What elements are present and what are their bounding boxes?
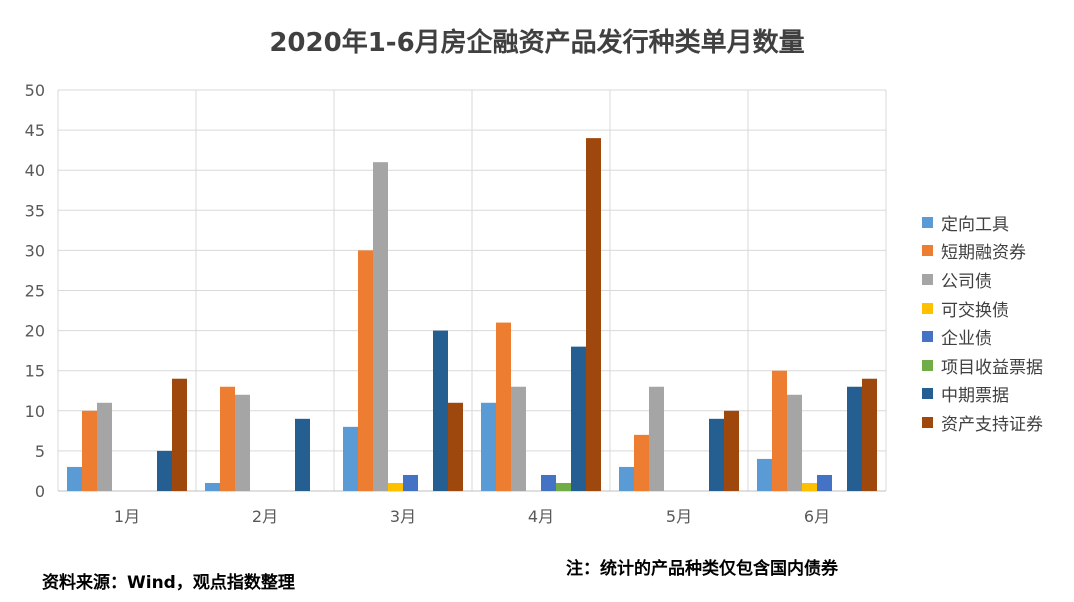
bar xyxy=(724,410,739,491)
legend-label: 中期票据 xyxy=(941,386,1009,407)
x-tick-label: 1月 xyxy=(114,507,140,526)
legend: 定向工具短期融资券公司债可交换债企业债项目收益票据 中期票据资产支持证券 xyxy=(922,208,1043,437)
bar xyxy=(571,346,586,491)
y-tick-label: 5 xyxy=(35,442,45,461)
legend-swatch xyxy=(922,245,933,257)
legend-item: 短期融资券 xyxy=(922,237,1043,266)
legend-label: 定向工具 xyxy=(941,214,1009,235)
x-tick-label: 5月 xyxy=(666,507,692,526)
y-tick-label: 30 xyxy=(25,241,45,260)
bar xyxy=(757,458,772,491)
bar xyxy=(787,394,802,491)
bar xyxy=(172,378,187,491)
y-tick-label: 45 xyxy=(25,121,45,140)
legend-item: 定向工具 xyxy=(922,208,1043,237)
bar xyxy=(541,474,556,491)
legend-item: 资产支持证券 xyxy=(922,408,1043,437)
bar xyxy=(772,370,787,491)
legend-label: 企业债 xyxy=(941,329,992,350)
legend-item: 中期票据 xyxy=(922,380,1043,409)
bar xyxy=(403,474,418,491)
bar xyxy=(97,402,112,491)
y-tick-label: 0 xyxy=(35,482,45,501)
y-tick-label: 10 xyxy=(25,402,45,421)
bar xyxy=(619,466,634,491)
legend-swatch xyxy=(922,216,933,228)
bar xyxy=(343,426,358,491)
y-axis-ticks: 0 5 10 15 20 25 30 35 40 45 50 xyxy=(25,81,45,501)
x-tick-label: 6月 xyxy=(804,507,830,526)
bar xyxy=(862,378,877,491)
legend-swatch xyxy=(922,302,933,314)
bar xyxy=(448,402,463,491)
x-tick-label: 2月 xyxy=(252,507,278,526)
bar xyxy=(634,434,649,491)
x-axis-ticks: 1月 2月 3月 4月 5月 6月 xyxy=(114,507,830,526)
bar xyxy=(847,386,862,491)
bar xyxy=(295,418,310,491)
legend-label: 公司债 xyxy=(941,271,992,292)
bar xyxy=(649,386,664,491)
bar xyxy=(496,322,511,491)
legend-swatch xyxy=(922,388,933,400)
bar xyxy=(220,386,235,491)
legend-label: 项目收益票据 xyxy=(941,357,1043,378)
chart-title: 2020年1-6月房企融资产品发行种类单月数量 xyxy=(269,28,805,58)
bar xyxy=(157,450,172,491)
bar xyxy=(709,418,724,491)
legend-label: 短期融资券 xyxy=(941,243,1026,264)
bar xyxy=(205,482,220,491)
bar xyxy=(511,386,526,491)
bar xyxy=(67,466,82,491)
x-tick-label: 3月 xyxy=(390,507,416,526)
y-tick-label: 35 xyxy=(25,201,45,220)
y-tick-label: 50 xyxy=(25,81,45,100)
legend-swatch xyxy=(922,273,933,285)
y-tick-label: 40 xyxy=(25,161,45,180)
legend-label: 资产支持证券 xyxy=(941,414,1043,435)
legend-item: 企业债 xyxy=(922,322,1043,351)
bar xyxy=(817,474,832,491)
y-tick-label: 25 xyxy=(25,282,45,301)
legend-swatch xyxy=(922,331,933,343)
bar xyxy=(556,482,571,491)
bar xyxy=(235,394,250,491)
footnote: 注：统计的产品种类仅包含国内债券 xyxy=(566,559,838,579)
bar xyxy=(481,402,496,491)
legend-item: 公司债 xyxy=(922,265,1043,294)
bar xyxy=(358,250,373,491)
legend-item: 可交换债 xyxy=(922,294,1043,323)
legend-swatch xyxy=(922,359,933,371)
bar-marks xyxy=(67,138,877,491)
y-tick-label: 15 xyxy=(25,362,45,381)
legend-item: 项目收益票据 xyxy=(922,351,1043,380)
grid-lines xyxy=(57,89,887,492)
bar xyxy=(433,330,448,491)
y-tick-label: 20 xyxy=(25,322,45,341)
source-note: 资料来源：Wind，观点指数整理 xyxy=(42,573,295,593)
bar xyxy=(802,482,817,491)
x-tick-label: 4月 xyxy=(528,507,554,526)
bar xyxy=(388,482,403,491)
legend-swatch xyxy=(922,416,933,428)
bar xyxy=(373,162,388,491)
bar xyxy=(586,138,601,491)
bar xyxy=(82,410,97,491)
legend-label: 可交换债 xyxy=(941,300,1009,321)
